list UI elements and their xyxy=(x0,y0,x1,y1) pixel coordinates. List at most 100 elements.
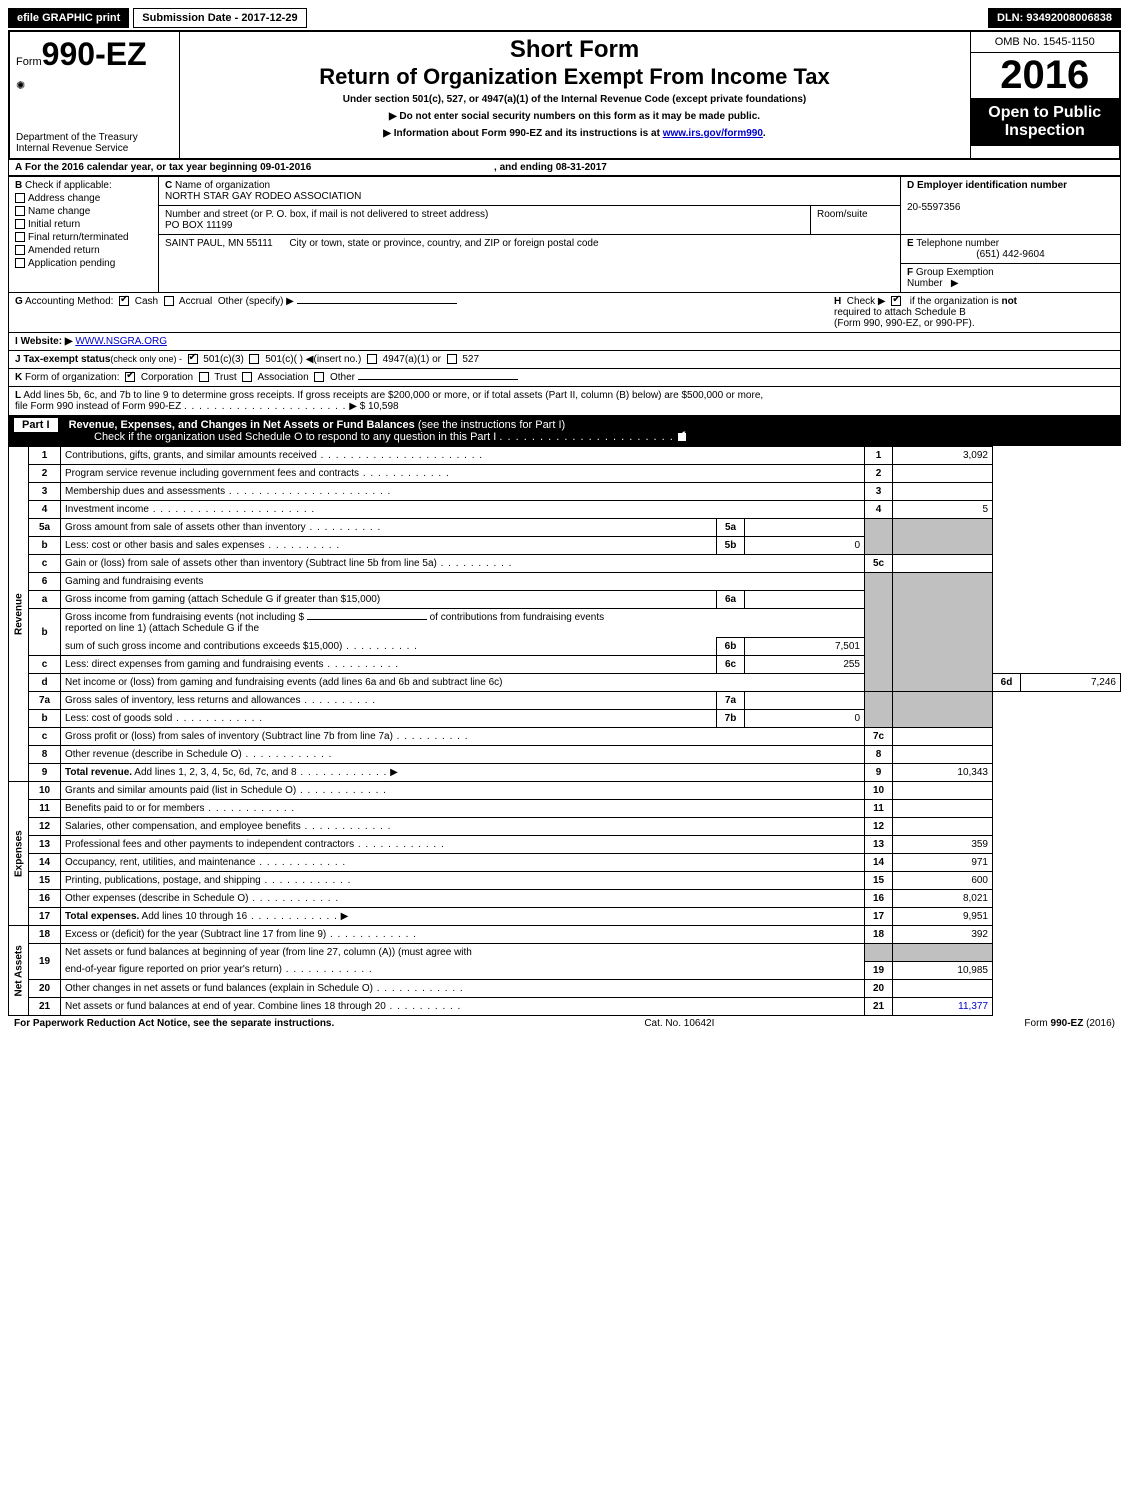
chk-501c3[interactable] xyxy=(188,354,198,364)
l6b-blank xyxy=(307,619,427,620)
line-k-row: K Form of organization: Corporation Trus… xyxy=(8,369,1121,387)
form-prefix: Form xyxy=(16,56,42,68)
opt-initial-return: Initial return xyxy=(28,219,80,230)
part-i-sub: (see the instructions for Part I) xyxy=(418,419,565,431)
room-label: Room/suite xyxy=(817,209,868,220)
l4-no: 4 xyxy=(29,501,61,519)
l13-desc: Professional fees and other payments to … xyxy=(61,836,865,854)
submission-date-button[interactable]: Submission Date - 2017-12-29 xyxy=(133,8,306,28)
line-k-prefix: K xyxy=(15,372,22,383)
other-specify-line xyxy=(297,303,457,304)
line-l-text2: file Form 990 instead of Form 990-EZ xyxy=(15,401,181,412)
line-a-text1: For the 2016 calendar year, or tax year … xyxy=(25,162,311,173)
line-gh-row: G Accounting Method: Cash Accrual Other … xyxy=(8,293,1121,333)
chk-h[interactable] xyxy=(891,296,901,306)
opt-name-change: Name change xyxy=(28,206,90,217)
l10-num: 10 xyxy=(865,782,893,800)
form-container: efile GRAPHIC print Submission Date - 20… xyxy=(0,0,1129,1039)
line-h-text1: Check ▶ xyxy=(847,296,886,307)
l20-amt xyxy=(893,979,993,997)
line-l-arrow: ▶ $ 10,598 xyxy=(349,401,398,412)
line-h-text2: if the organization is xyxy=(910,296,1002,307)
l19-num: 19 xyxy=(865,961,893,979)
footer-right: Form 990-EZ (2016) xyxy=(1024,1018,1115,1029)
l20-desc: Other changes in net assets or fund bala… xyxy=(61,979,865,997)
chk-application-pending[interactable] xyxy=(15,258,25,268)
chk-other-org[interactable] xyxy=(314,372,324,382)
line-b-label: Check if applicable: xyxy=(25,180,112,191)
line-h-prefix: H xyxy=(834,296,841,307)
line-b-cell: B Check if applicable: Address change Na… xyxy=(9,177,159,293)
l4-desc: Investment income xyxy=(61,501,865,519)
l13-amt: 359 xyxy=(893,836,993,854)
l9-desc: Total revenue. Add lines 1, 2, 3, 4, 5c,… xyxy=(61,764,865,782)
l19-amt: 10,985 xyxy=(893,961,993,979)
l2-desc: Program service revenue including govern… xyxy=(61,465,865,483)
l5ab-shade xyxy=(865,519,893,555)
irs-link[interactable]: www.irs.gov/form990 xyxy=(663,128,763,139)
l12-desc: Salaries, other compensation, and employ… xyxy=(61,818,865,836)
l6a-no: a xyxy=(29,591,61,609)
l5a-desc: Gross amount from sale of assets other t… xyxy=(61,519,717,537)
line-f-label: Group Exemption xyxy=(916,267,994,278)
l7ab-shade xyxy=(865,692,893,728)
l5b-subval: 0 xyxy=(745,537,865,555)
l6c-no: c xyxy=(29,656,61,674)
l6-desc: Gaming and fundraising events xyxy=(61,573,865,591)
chk-association[interactable] xyxy=(242,372,252,382)
line-h: H Check ▶ if the organization is not req… xyxy=(834,296,1114,329)
line-i-prefix: I xyxy=(15,336,18,347)
short-form-title: Short Form xyxy=(186,36,964,64)
line-b-prefix: B xyxy=(15,180,22,191)
l6a-subno: 6a xyxy=(717,591,745,609)
l5a-subval xyxy=(745,519,865,537)
l5c-amt xyxy=(893,555,993,573)
line-c-name-label: Name of organization xyxy=(175,180,270,191)
l4-num: 4 xyxy=(865,501,893,519)
l6c-subval: 255 xyxy=(745,656,865,674)
chk-schedule-o[interactable] xyxy=(677,432,687,442)
line-c-city-cell: SAINT PAUL, MN 55111 City or town, state… xyxy=(159,235,901,293)
efile-print-button[interactable]: efile GRAPHIC print xyxy=(8,8,129,28)
l6-shade-amt xyxy=(893,573,993,692)
tax-year: 2016 xyxy=(971,53,1120,98)
l15-desc: Printing, publications, postage, and shi… xyxy=(61,872,865,890)
l13-no: 13 xyxy=(29,836,61,854)
chk-initial-return[interactable] xyxy=(15,219,25,229)
under-section-text: Under section 501(c), 527, or 4947(a)(1)… xyxy=(186,94,964,105)
l9-num: 9 xyxy=(865,764,893,782)
chk-amended-return[interactable] xyxy=(15,245,25,255)
l9-no: 9 xyxy=(29,764,61,782)
chk-name-change[interactable] xyxy=(15,206,25,216)
chk-4947[interactable] xyxy=(367,354,377,364)
l7b-subval: 0 xyxy=(745,710,865,728)
chk-corporation[interactable] xyxy=(125,372,135,382)
chk-trust[interactable] xyxy=(199,372,209,382)
l2-no: 2 xyxy=(29,465,61,483)
line-c-name-cell: C Name of organization NORTH STAR GAY RO… xyxy=(159,177,901,206)
l21-no: 21 xyxy=(29,997,61,1015)
l1-amt: 3,092 xyxy=(893,447,993,465)
chk-501c[interactable] xyxy=(249,354,259,364)
l3-no: 3 xyxy=(29,483,61,501)
opt-cash: Cash xyxy=(135,296,158,307)
l18-desc: Excess or (deficit) for the year (Subtra… xyxy=(61,926,865,944)
dln-button[interactable]: DLN: 93492008006838 xyxy=(988,8,1121,28)
website-link[interactable]: WWW.NSGRA.ORG xyxy=(75,336,167,347)
chk-527[interactable] xyxy=(447,354,457,364)
chk-final-return[interactable] xyxy=(15,232,25,242)
chk-accrual[interactable] xyxy=(164,296,174,306)
chk-address-change[interactable] xyxy=(15,193,25,203)
opt-amended-return: Amended return xyxy=(28,245,100,256)
l17-no: 17 xyxy=(29,908,61,926)
arrow-ssn-warning: ▶ Do not enter social security numbers o… xyxy=(186,111,964,122)
l17-amt: 9,951 xyxy=(893,908,993,926)
other-org-line xyxy=(358,379,518,380)
expenses-side-label: Expenses xyxy=(9,782,29,926)
netassets-side-label: Net Assets xyxy=(9,926,29,1016)
l5c-num: 5c xyxy=(865,555,893,573)
opt-other-org: Other xyxy=(330,372,355,383)
chk-cash[interactable] xyxy=(119,296,129,306)
line-a-row: A For the 2016 calendar year, or tax yea… xyxy=(8,160,1121,176)
l18-amt: 392 xyxy=(893,926,993,944)
